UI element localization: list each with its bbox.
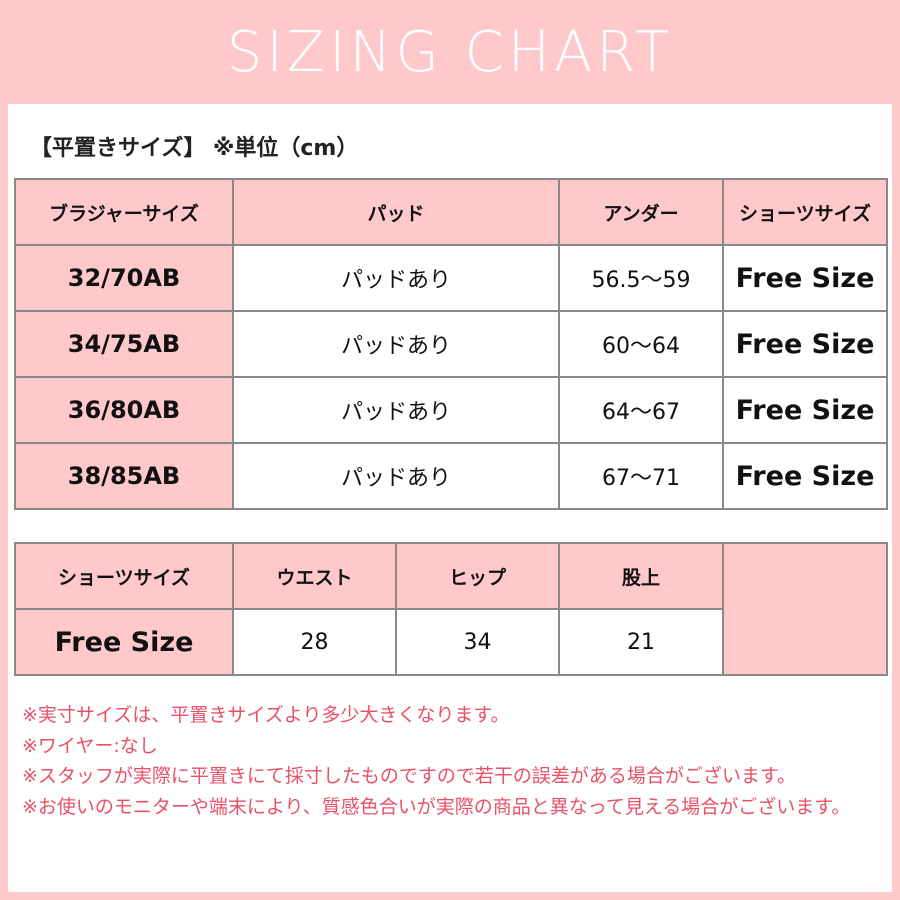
under-cell: 67～71 <box>558 442 724 510</box>
shorts-size-cell: Free Size <box>14 608 234 676</box>
bra-size-cell: 36/80AB <box>14 376 234 444</box>
note-line: ※スタッフが実際に平置きにて採寸したものですので若干の誤差がある場合がございます… <box>22 765 797 787</box>
pad-cell: パッドあり <box>232 376 560 444</box>
header-cell: アンダー <box>558 178 724 246</box>
shorts-size-table: ショーツサイズ ウエスト ヒップ 股上 Free Size 28 34 21 <box>14 542 888 676</box>
waist-cell: 28 <box>232 608 397 676</box>
bra-size-cell: 38/85AB <box>14 442 234 510</box>
note-line: ※ワイヤー:なし <box>22 734 158 757</box>
header-cell: ヒップ <box>395 542 560 610</box>
header-cell: ショーツサイズ <box>14 542 234 610</box>
note-line: ※実寸サイズは、平置きサイズより多少大きくなります。 <box>22 704 510 726</box>
under-cell: 56.5～59 <box>558 244 724 312</box>
shorts-size-cell: Free Size <box>722 376 888 444</box>
shorts-size-cell: Free Size <box>722 310 888 378</box>
bra-size-table: ブラジャーサイズ パッド アンダー ショーツサイズ 32/70AB パッドあり … <box>14 178 888 510</box>
bra-size-cell: 32/70AB <box>14 244 234 312</box>
table-header-row: ショーツサイズ ウエスト ヒップ 股上 <box>14 542 888 676</box>
table-row: Free Size 28 34 21 <box>14 608 887 676</box>
header-cell: ショーツサイズ <box>722 178 888 246</box>
table-row: 38/85AB パッドあり 67～71 Free Size <box>14 442 888 510</box>
header-cell: ウエスト <box>232 542 397 610</box>
rise-cell: 21 <box>558 608 724 676</box>
page-title: SIZING CHART <box>226 19 674 85</box>
notes: ※実寸サイズは、平置きサイズより多少大きくなります。 ※ワイヤー:なし ※スタッ… <box>22 700 882 822</box>
table-header-row: ブラジャーサイズ パッド アンダー ショーツサイズ <box>14 178 888 246</box>
table-row: 34/75AB パッドあり 60～64 Free Size <box>14 310 888 378</box>
table-row: 32/70AB パッドあり 56.5～59 Free Size <box>14 244 888 312</box>
header-cell: パッド <box>232 178 560 246</box>
pad-cell: パッドあり <box>232 244 560 312</box>
shorts-size-cell: Free Size <box>722 442 888 510</box>
unit-subtitle: 【平置きサイズ】 ※単位（cm） <box>30 136 359 161</box>
hip-cell: 34 <box>395 608 560 676</box>
shorts-size-cell: Free Size <box>722 244 888 312</box>
table-row: 36/80AB パッドあり 64～67 Free Size <box>14 376 888 444</box>
under-cell: 60～64 <box>558 310 724 378</box>
header-cell: ブラジャーサイズ <box>14 178 234 246</box>
note-line: ※お使いのモニターや端末により、質感色合いが実際の商品と異なって見える場合がござ… <box>22 795 851 818</box>
empty-merged-cell <box>722 542 888 676</box>
pad-cell: パッドあり <box>232 442 560 510</box>
header-cell: 股上 <box>558 542 724 610</box>
bra-size-cell: 34/75AB <box>14 310 234 378</box>
pad-cell: パッドあり <box>232 310 560 378</box>
under-cell: 64～67 <box>558 376 724 444</box>
